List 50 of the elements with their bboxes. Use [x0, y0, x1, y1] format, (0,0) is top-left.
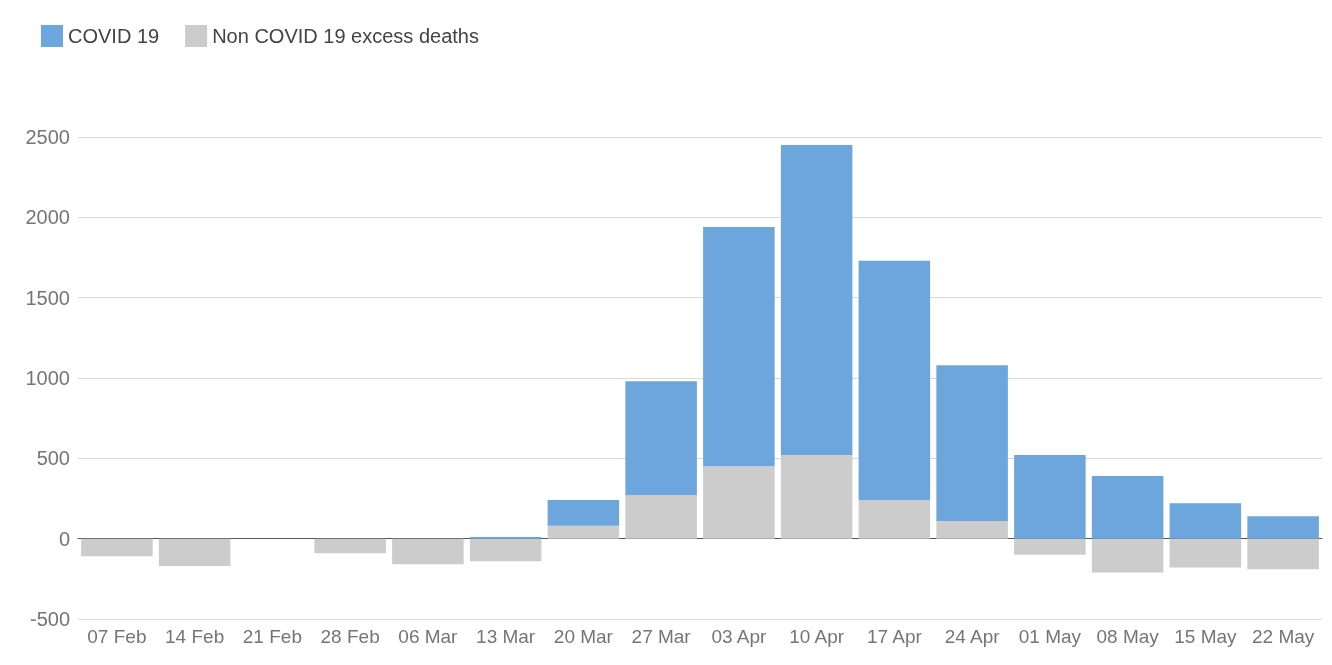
bar: [1014, 455, 1086, 539]
y-tick-label: -500: [29, 608, 70, 630]
x-tick-label: 10 Apr: [789, 626, 845, 647]
bar: [81, 538, 153, 557]
y-tick-label: 2500: [25, 126, 70, 148]
y-tick-label: 0: [58, 527, 70, 550]
x-tick-label: 06 Mar: [398, 626, 459, 647]
bar: [1169, 538, 1242, 568]
x-tick-label: 20 Mar: [553, 626, 614, 647]
y-tick-label: 2000: [25, 206, 70, 229]
y-tick-label: 500: [36, 447, 70, 470]
bar: [625, 495, 697, 539]
bar: [858, 260, 931, 501]
legend-label: COVID 19: [68, 25, 160, 47]
x-tick-label: 07 Feb: [87, 626, 147, 647]
bar: [1091, 476, 1164, 539]
bar: [858, 500, 931, 539]
bar: [1091, 538, 1164, 573]
x-tick-label: 03 Apr: [711, 626, 768, 647]
y-tick-label: 1000: [25, 367, 70, 389]
x-tick-label: 15 May: [1174, 626, 1238, 647]
bar: [1169, 503, 1242, 539]
bar: [703, 466, 775, 539]
bar: [780, 455, 853, 539]
bar: [1247, 538, 1319, 570]
x-tick-label: 28 Feb: [320, 626, 380, 647]
y-tick-label: 1500: [25, 286, 70, 309]
x-tick-label: 24 Apr: [944, 626, 1001, 647]
bar: [780, 145, 853, 456]
bar: [547, 525, 620, 539]
bar: [936, 520, 1008, 539]
legend-label: Non COVID 19 excess deaths: [212, 25, 479, 47]
bar: [314, 538, 386, 554]
x-tick-label: 21 Feb: [242, 626, 302, 647]
bar: [625, 381, 697, 496]
bar: [1014, 538, 1086, 555]
bar: [469, 538, 542, 562]
bar: [158, 538, 231, 566]
x-tick-label: 22 May: [1251, 626, 1315, 647]
bar: [1247, 516, 1319, 539]
x-tick-label: 17 Apr: [866, 626, 923, 647]
x-tick-label: 27 Mar: [631, 626, 692, 647]
bar: [547, 500, 620, 526]
x-tick-label: 13 Mar: [476, 626, 536, 647]
bar: [703, 226, 775, 467]
x-tick-label: 14 Feb: [165, 626, 225, 647]
bar: [936, 365, 1008, 521]
x-tick-label: 08 May: [1096, 626, 1160, 647]
x-tick-label: 01 May: [1018, 626, 1082, 647]
bar: [392, 538, 464, 565]
